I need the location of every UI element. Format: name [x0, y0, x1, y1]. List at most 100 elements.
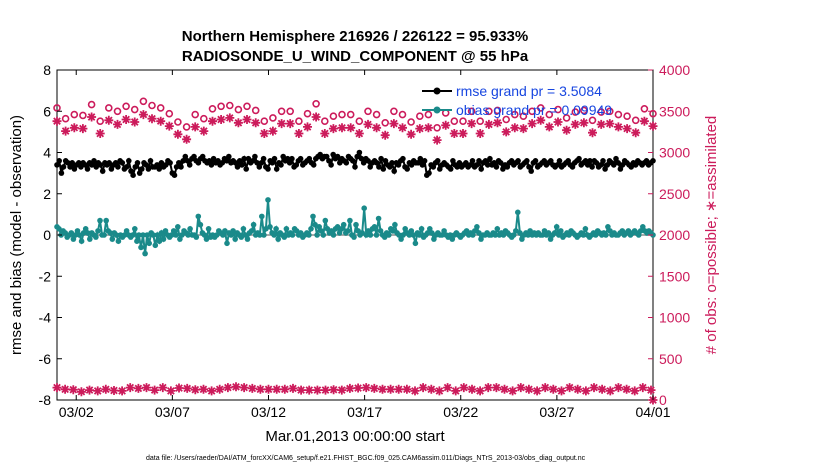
point--assimilated [579, 118, 589, 128]
point-rmse [245, 155, 252, 162]
point-bias [322, 217, 329, 224]
point--assimilated [449, 129, 459, 138]
point--assimilated [251, 118, 261, 128]
point--assimilated [311, 112, 321, 122]
point-rmse [450, 158, 456, 164]
point--assimilated [484, 119, 494, 129]
point-bias [175, 224, 181, 230]
point-possible [320, 117, 329, 125]
point--poss-assim [93, 386, 103, 396]
point-bias [185, 232, 191, 238]
point-rmse [186, 162, 193, 168]
point-rmse [184, 158, 191, 164]
point-rmse [58, 170, 65, 176]
point-possible [122, 102, 130, 111]
y-tick-label-left: 8 [43, 62, 51, 78]
point-bias [265, 197, 271, 203]
footer-data-file: data file: /Users/raeder/DAI/ATM_forcXX/… [146, 455, 586, 462]
point-rmse [289, 155, 295, 162]
point--assimilated [346, 123, 356, 133]
point-bias [136, 232, 142, 238]
point-rmse [236, 158, 243, 164]
point-rmse [487, 155, 493, 162]
point-bias [142, 250, 148, 257]
point-bias [371, 224, 378, 230]
point-bias [412, 240, 419, 247]
point-rmse [447, 166, 454, 172]
point-rmse [191, 153, 197, 160]
point-rmse [208, 162, 215, 168]
point--poss-assim [451, 386, 461, 396]
point-possible [208, 105, 217, 113]
y-tick-label-left: 2 [43, 186, 51, 202]
point-rmse [326, 158, 332, 164]
point-rmse [317, 151, 324, 158]
point-rmse [147, 158, 154, 164]
point--assimilated [147, 114, 157, 124]
point--assimilated [527, 119, 537, 129]
point-rmse [604, 162, 611, 168]
point--assimilated [544, 122, 554, 132]
point-rmse [280, 153, 287, 160]
point-possible [130, 105, 139, 114]
point--poss-assim [540, 383, 550, 393]
point--assimilated [639, 116, 649, 126]
point-possible [467, 107, 476, 116]
point-bias [205, 226, 212, 232]
point-rmse [273, 166, 280, 172]
point-rmse [358, 155, 365, 162]
point-bias [271, 232, 277, 238]
point-bias [310, 213, 316, 220]
point--assimilated [182, 134, 192, 144]
point--assimilated [208, 116, 217, 126]
point-rmse [587, 158, 593, 164]
point-rmse [463, 160, 469, 166]
point--poss-assim [272, 384, 282, 394]
point--assimilated [156, 116, 166, 126]
point-rmse [112, 160, 119, 166]
point--poss-assim [524, 384, 534, 394]
point-bias [101, 232, 107, 238]
point--poss-assim [337, 385, 347, 395]
y-tick-label-right: 4000 [659, 62, 690, 78]
point-rmse [528, 168, 534, 174]
point-possible [424, 110, 433, 119]
point-rmse [602, 166, 608, 172]
point--poss-assim [321, 385, 330, 395]
y-tick-label-right: 500 [659, 351, 683, 367]
point-possible [355, 117, 364, 125]
point-rmse [482, 158, 489, 164]
point--assimilated [173, 129, 183, 139]
point-possible [476, 117, 485, 125]
point-rmse [474, 162, 480, 168]
point-bias [224, 240, 230, 247]
point-rmse [376, 164, 382, 170]
y-tick-label-right: 1000 [659, 310, 690, 326]
point-possible [605, 107, 614, 116]
point-rmse [278, 162, 284, 168]
point-rmse [334, 153, 341, 160]
point--assimilated [259, 129, 269, 138]
point-possible [450, 117, 459, 125]
point--assimilated [605, 119, 615, 129]
point--poss-assim [60, 384, 70, 394]
point-rmse [199, 153, 206, 160]
point-rmse [71, 166, 78, 172]
point-possible [139, 97, 148, 106]
point-bias [340, 221, 347, 228]
point-possible [286, 107, 295, 116]
legend-rmse-marker [433, 87, 441, 95]
point--poss-assim [304, 385, 314, 395]
y-tick-label-left: -2 [39, 268, 52, 284]
point-bias [306, 232, 312, 238]
point--poss-assim [597, 384, 607, 394]
y-tick-label-right: 0 [659, 392, 667, 408]
point-bias [603, 232, 609, 238]
point--assimilated [363, 119, 373, 129]
point-rmse [65, 160, 71, 166]
y-tick-label-right: 1500 [659, 268, 690, 284]
point-rmse [241, 155, 247, 162]
point-rmse [360, 160, 367, 166]
point-bias [138, 244, 144, 251]
point-rmse [556, 158, 563, 164]
